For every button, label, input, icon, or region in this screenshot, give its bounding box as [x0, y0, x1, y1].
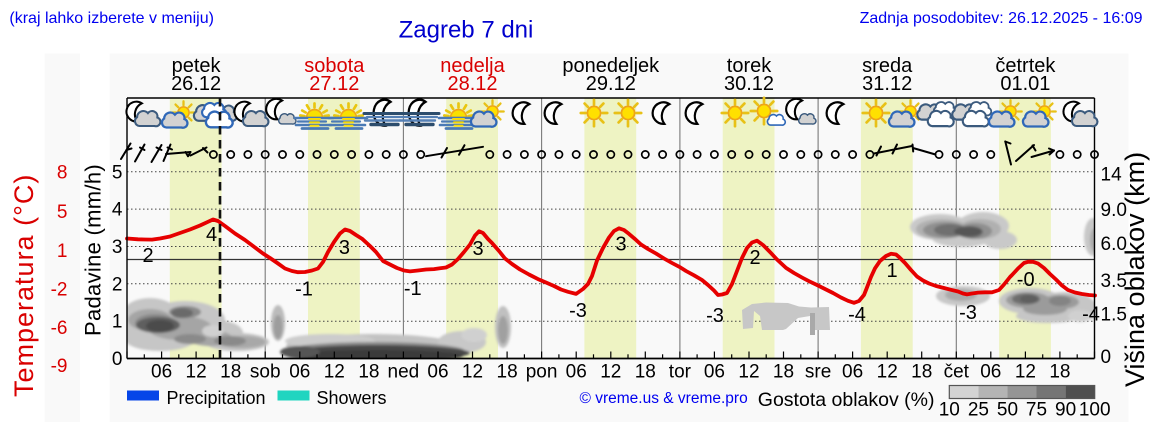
svg-text:čet: čet	[944, 362, 970, 383]
svg-text:0: 0	[112, 349, 123, 370]
svg-text:75: 75	[1026, 400, 1047, 421]
svg-text:ponedeljek: ponedeljek	[562, 55, 660, 77]
svg-text:3: 3	[615, 234, 626, 256]
svg-text:12: 12	[186, 362, 207, 383]
svg-text:3: 3	[472, 238, 483, 260]
svg-text:3.5: 3.5	[1101, 271, 1127, 292]
svg-text:06: 06	[151, 362, 172, 383]
svg-text:-1: -1	[295, 279, 313, 301]
svg-text:06: 06	[704, 362, 725, 383]
svg-text:10: 10	[939, 400, 960, 421]
svg-text:Zadnja posodobitev: 26.12.2025: Zadnja posodobitev: 26.12.2025 - 16:09	[860, 10, 1143, 27]
svg-text:06: 06	[842, 362, 863, 383]
svg-text:-3: -3	[569, 300, 587, 322]
svg-text:nedelja: nedelja	[440, 55, 505, 77]
svg-text:29.12: 29.12	[586, 73, 636, 95]
svg-text:4: 4	[206, 224, 217, 246]
svg-text:30.12: 30.12	[724, 73, 774, 95]
svg-text:3: 3	[112, 237, 123, 258]
svg-text:18: 18	[358, 362, 379, 383]
svg-text:18: 18	[773, 362, 794, 383]
svg-text:© vreme.us & vreme.pro: © vreme.us & vreme.pro	[580, 390, 748, 407]
svg-text:tor: tor	[669, 362, 692, 383]
svg-text:-3: -3	[706, 305, 724, 327]
svg-text:-2: -2	[51, 280, 68, 301]
svg-text:18: 18	[911, 362, 932, 383]
svg-text:1: 1	[886, 260, 897, 282]
svg-text:0: 0	[1101, 347, 1112, 368]
svg-text:18: 18	[220, 362, 241, 383]
svg-text:18: 18	[1049, 362, 1070, 383]
svg-text:90: 90	[1055, 400, 1076, 421]
svg-text:sobota: sobota	[304, 55, 365, 77]
svg-text:18: 18	[497, 362, 518, 383]
svg-text:Gostota oblakov (%): Gostota oblakov (%)	[758, 389, 935, 411]
svg-text:pon: pon	[526, 362, 558, 383]
svg-text:06: 06	[566, 362, 587, 383]
svg-text:12: 12	[738, 362, 759, 383]
svg-text:petek: petek	[172, 55, 222, 77]
svg-text:1: 1	[112, 312, 123, 333]
svg-text:5: 5	[112, 162, 123, 183]
svg-text:01.01: 01.01	[1000, 73, 1050, 95]
svg-text:28.12: 28.12	[447, 73, 497, 95]
svg-text:06: 06	[289, 362, 310, 383]
svg-text:27.12: 27.12	[309, 73, 359, 95]
svg-text:-4: -4	[1082, 304, 1100, 326]
svg-text:-1: -1	[404, 278, 422, 300]
svg-text:ned: ned	[388, 362, 420, 383]
svg-text:50: 50	[997, 400, 1018, 421]
svg-text:-3: -3	[959, 302, 977, 324]
svg-text:Precipitation: Precipitation	[167, 388, 266, 408]
svg-text:2: 2	[142, 245, 153, 267]
svg-text:2: 2	[112, 274, 123, 295]
svg-text:9.0: 9.0	[1101, 200, 1127, 221]
svg-text:12: 12	[324, 362, 345, 383]
svg-text:06: 06	[427, 362, 448, 383]
svg-text:6.0: 6.0	[1101, 234, 1127, 255]
svg-text:18: 18	[635, 362, 656, 383]
svg-text:12: 12	[1015, 362, 1036, 383]
svg-text:Showers: Showers	[317, 388, 387, 408]
svg-text:4: 4	[112, 200, 123, 221]
svg-text:2: 2	[749, 247, 760, 269]
svg-text:12: 12	[462, 362, 483, 383]
svg-text:25: 25	[968, 400, 989, 421]
svg-text:-6: -6	[51, 318, 68, 339]
svg-text:torek: torek	[727, 55, 772, 77]
svg-text:1.5: 1.5	[1101, 304, 1127, 325]
svg-text:06: 06	[980, 362, 1001, 383]
svg-text:-4: -4	[848, 304, 866, 326]
svg-text:-0: -0	[1017, 269, 1035, 291]
svg-text:5: 5	[57, 202, 68, 223]
svg-text:Zagreb 7 dni: Zagreb 7 dni	[399, 17, 534, 44]
svg-text:sreda: sreda	[862, 55, 913, 77]
svg-text:četrtek: četrtek	[995, 55, 1056, 77]
svg-text:Padavine (mm/h): Padavine (mm/h)	[81, 164, 106, 336]
svg-text:sob: sob	[250, 362, 281, 383]
svg-text:sre: sre	[805, 362, 831, 383]
svg-text:31.12: 31.12	[862, 73, 912, 95]
svg-text:14: 14	[1101, 165, 1123, 186]
svg-text:Temperatura (°C): Temperatura (°C)	[9, 174, 39, 397]
svg-text:26.12: 26.12	[171, 73, 221, 95]
svg-text:12: 12	[877, 362, 898, 383]
svg-text:12: 12	[600, 362, 621, 383]
svg-text:(kraj lahko izberete v meniju): (kraj lahko izberete v meniju)	[9, 10, 214, 27]
svg-text:-9: -9	[51, 356, 68, 377]
svg-text:3: 3	[339, 237, 350, 259]
svg-text:Višina oblakov (km): Višina oblakov (km)	[1120, 152, 1150, 387]
svg-text:8: 8	[57, 163, 68, 184]
svg-text:100: 100	[1079, 400, 1111, 421]
svg-text:1: 1	[57, 241, 68, 262]
